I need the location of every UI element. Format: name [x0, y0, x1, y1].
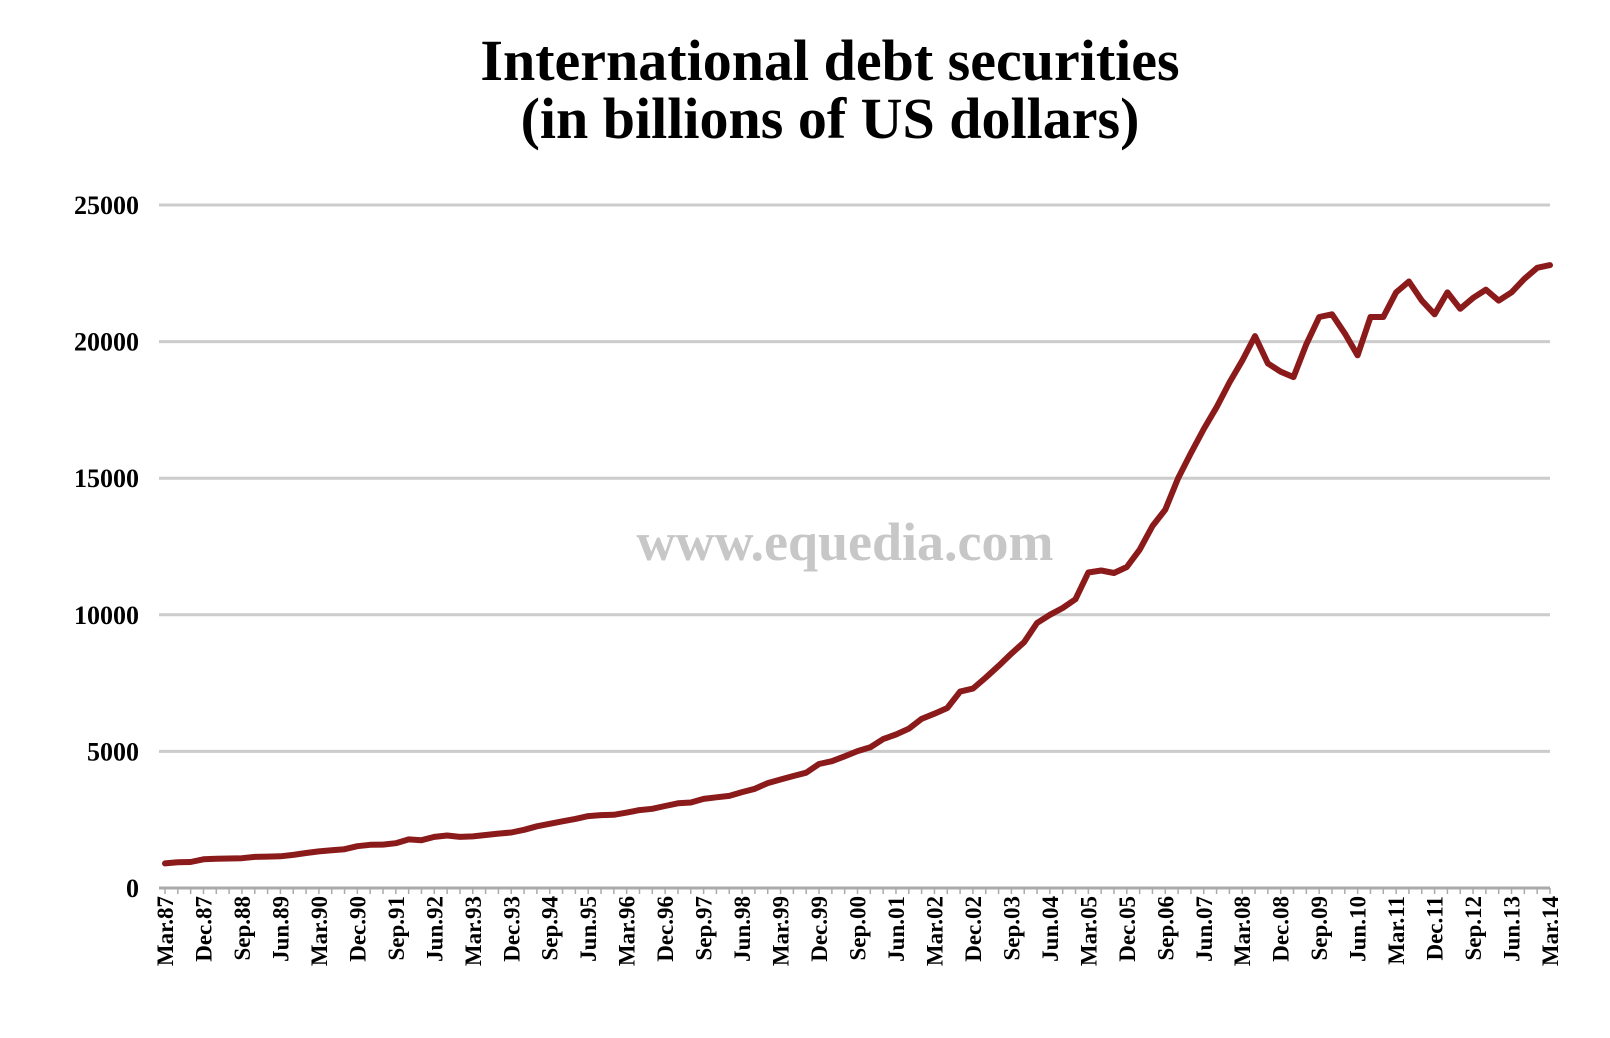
x-tick-label: Dec.87 — [191, 896, 216, 962]
x-tick-label: Sep.06 — [1153, 896, 1178, 961]
chart-title: International debt securities (in billio… — [480, 28, 1179, 151]
series-line-0 — [162, 262, 1553, 867]
watermark-text: www.equedia.com — [637, 512, 1054, 572]
x-tick-label: Dec.02 — [961, 896, 986, 962]
x-tick-label: Jun.04 — [1038, 896, 1063, 962]
x-tick-label: Dec.05 — [1115, 896, 1140, 962]
x-tick-label: Jun.98 — [730, 896, 755, 962]
x-tick-label: Mar.14 — [1538, 896, 1563, 967]
x-tick-label: Jun.10 — [1346, 896, 1371, 962]
x-tick-label: Mar.87 — [153, 896, 178, 966]
x-tick-label: Sep.03 — [999, 896, 1024, 961]
y-tick-label: 15000 — [74, 464, 139, 493]
x-tick-label: Jun.01 — [884, 896, 909, 962]
chart-title-line-2: (in billions of US dollars) — [521, 86, 1140, 151]
x-tick-label: Sep.94 — [538, 896, 563, 961]
x-tick-label: Dec.93 — [499, 896, 524, 962]
x-tick-label: Dec.96 — [653, 896, 678, 962]
x-tick-label: Mar.99 — [769, 896, 794, 966]
x-tick-label: Jun.07 — [1192, 896, 1217, 962]
x-tick-label: Mar.08 — [1230, 896, 1255, 966]
y-tick-label: 20000 — [74, 328, 139, 357]
x-tick-label: Dec.90 — [345, 896, 370, 962]
x-tick-label: Sep.12 — [1461, 896, 1486, 961]
x-tick-label: Jun.89 — [268, 896, 293, 962]
y-gridlines — [159, 203, 1550, 753]
x-axis — [159, 886, 1551, 894]
x-tick-label: Dec.11 — [1423, 896, 1448, 961]
x-tick-label: Mar.96 — [615, 896, 640, 966]
x-tick-label: Mar.90 — [307, 896, 332, 966]
y-tick-label: 0 — [126, 874, 139, 903]
x-tick-label: Sep.09 — [1307, 896, 1332, 961]
x-tick-label: Jun.13 — [1500, 896, 1525, 962]
y-tick-label: 5000 — [87, 737, 139, 766]
x-tick-label: Sep.88 — [230, 896, 255, 961]
y-tick-label: 25000 — [74, 191, 139, 220]
y-tick-label: 10000 — [74, 601, 139, 630]
x-tick-label: Mar.93 — [461, 896, 486, 966]
y-tick-labels: 0 5000 10000 15000 20000 25000 — [74, 191, 139, 903]
series-group — [162, 262, 1553, 867]
x-tick-label: Mar.02 — [922, 896, 947, 966]
x-tick-label: Sep.97 — [692, 896, 717, 961]
x-tick-label: Jun.92 — [422, 896, 447, 962]
x-tick-label: Mar.05 — [1076, 896, 1101, 966]
chart-title-line-1: International debt securities — [480, 28, 1179, 93]
x-tick-label: Dec.08 — [1269, 896, 1294, 962]
x-tick-label: Sep.91 — [384, 896, 409, 961]
x-tick-label: Mar.11 — [1384, 896, 1409, 965]
x-tick-label: Jun.95 — [576, 896, 601, 962]
x-tick-labels: Mar.87 Dec.87 Sep.88 Jun.89 Mar.90 Dec.90 Sep.… — [153, 896, 1563, 967]
x-tick-label: Dec.99 — [807, 896, 832, 962]
x-tick-label: Sep.00 — [846, 896, 871, 961]
